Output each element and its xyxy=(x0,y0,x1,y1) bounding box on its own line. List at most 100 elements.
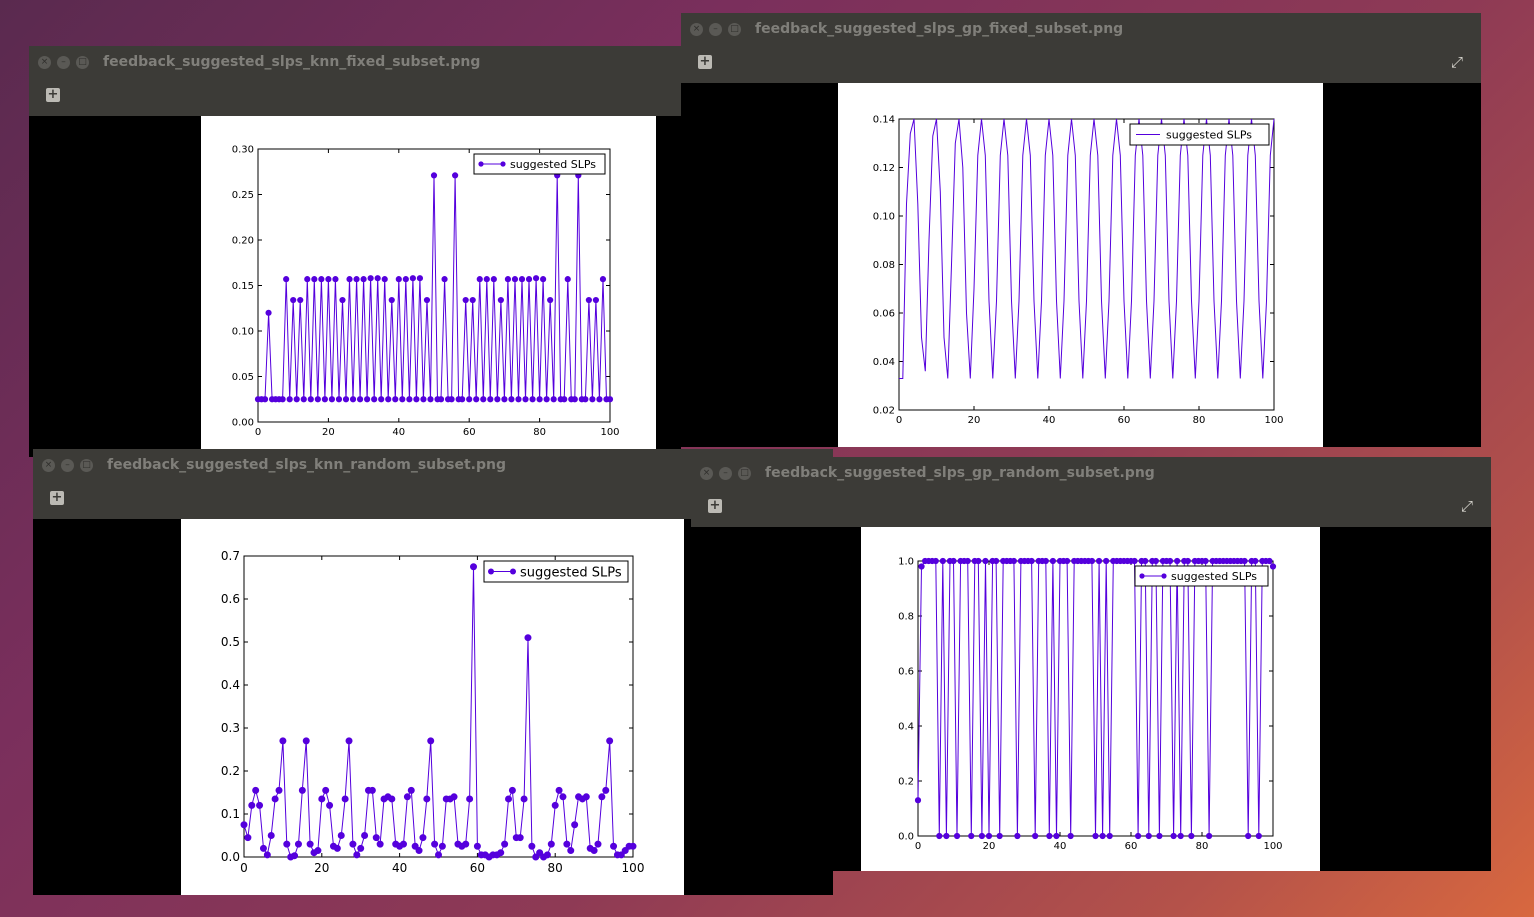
minimize-icon[interactable]: – xyxy=(57,55,70,69)
data-point xyxy=(345,737,353,745)
y-tick-label: 0.5 xyxy=(221,635,240,649)
data-point xyxy=(1049,557,1056,565)
add-icon[interactable]: + xyxy=(708,498,722,513)
data-point xyxy=(335,396,343,403)
minimize-icon[interactable]: – xyxy=(61,458,74,472)
data-point xyxy=(1032,832,1039,840)
maximize-icon[interactable]: □ xyxy=(728,22,741,36)
data-point xyxy=(547,296,554,304)
y-tick-label: 0.0 xyxy=(898,832,914,843)
fullscreen-icon[interactable]: ⤢ xyxy=(1460,497,1473,515)
plot-image: 0 20 40 60 80 100 0.0 0.1 0.2 0.3 0.4 0.5 0.6 0.7 sugg… xyxy=(181,519,684,895)
close-icon[interactable]: × xyxy=(38,55,51,69)
x-tick-label: 0 xyxy=(915,841,921,852)
titlebar[interactable]: × – □ feedback_suggested_slps_knn_fixed_… xyxy=(29,46,681,78)
data-point xyxy=(438,842,446,850)
data-point xyxy=(318,276,325,283)
data-point xyxy=(349,840,357,848)
y-tick-label: 0.3 xyxy=(221,721,240,735)
data-point xyxy=(585,296,592,304)
x-tick-label: 80 xyxy=(533,427,546,438)
data-point xyxy=(469,296,476,304)
x-tick-label: 20 xyxy=(314,861,329,875)
x-tick-label: 60 xyxy=(470,861,485,875)
data-point xyxy=(515,396,522,403)
data-point xyxy=(497,296,504,304)
legend-box xyxy=(1134,565,1269,587)
x-tick-label: 80 xyxy=(1196,841,1209,852)
data-point xyxy=(943,832,950,840)
data-point xyxy=(532,853,540,861)
close-icon[interactable]: × xyxy=(690,22,703,36)
data-point xyxy=(483,276,490,283)
data-point xyxy=(592,296,600,304)
titlebar[interactable]: × – □ feedback_suggested_slps_gp_fixed_s… xyxy=(681,13,1481,45)
data-point xyxy=(267,832,275,839)
data-point xyxy=(1184,557,1191,565)
data-point xyxy=(1046,832,1053,840)
data-point xyxy=(1142,557,1149,565)
data-point xyxy=(318,795,326,803)
x-tick-label: 100 xyxy=(1263,841,1282,852)
data-point xyxy=(1014,832,1021,840)
data-point xyxy=(599,276,607,283)
data-point xyxy=(985,832,993,840)
y-tick-label: 0.6 xyxy=(221,592,240,606)
data-point xyxy=(1135,832,1142,840)
close-icon[interactable]: × xyxy=(42,458,55,472)
add-icon[interactable]: + xyxy=(46,87,60,102)
data-point xyxy=(497,849,505,857)
window-title: feedback_suggested_slps_gp_random_subset… xyxy=(765,465,1155,481)
titlebar[interactable]: × – □ feedback_suggested_slps_gp_random_… xyxy=(691,457,1491,489)
series-line xyxy=(258,175,610,400)
data-point xyxy=(265,309,272,316)
y-tick-label: 1.0 xyxy=(898,557,914,568)
legend-marker xyxy=(500,161,506,167)
close-icon[interactable]: × xyxy=(700,466,713,480)
data-point xyxy=(368,786,376,794)
data-point xyxy=(360,276,367,283)
data-point xyxy=(470,563,478,571)
legend-marker xyxy=(1161,573,1167,579)
data-point xyxy=(993,557,1000,565)
data-point xyxy=(1042,557,1049,565)
minimize-icon[interactable]: – xyxy=(709,22,722,36)
y-tick-label: 0.25 xyxy=(232,190,254,201)
data-point xyxy=(346,276,353,283)
data-point xyxy=(392,396,399,403)
data-point xyxy=(279,737,287,745)
legend-box xyxy=(483,560,629,583)
maximize-icon[interactable]: □ xyxy=(738,466,751,480)
titlebar[interactable]: × – □ feedback_suggested_slps_knn_random… xyxy=(33,449,833,481)
data-point xyxy=(1099,832,1106,840)
data-point xyxy=(1095,557,1103,565)
fullscreen-icon[interactable]: ⤢ xyxy=(1450,53,1463,71)
data-point xyxy=(409,275,416,282)
data-point xyxy=(511,276,519,283)
data-point xyxy=(559,793,567,801)
maximize-icon[interactable]: □ xyxy=(80,458,93,472)
data-point xyxy=(1152,557,1159,565)
data-point xyxy=(982,557,989,565)
window-title: feedback_suggested_slps_knn_fixed_subset… xyxy=(103,54,481,70)
data-point xyxy=(536,396,543,403)
x-tick-label: 20 xyxy=(968,415,981,426)
minimize-icon[interactable]: – xyxy=(719,466,732,480)
data-point xyxy=(476,276,483,283)
data-point xyxy=(1092,832,1099,840)
legend-box xyxy=(473,153,606,175)
data-point xyxy=(1188,832,1195,840)
add-icon[interactable]: + xyxy=(50,490,64,505)
data-point xyxy=(504,276,512,283)
x-tick-label: 20 xyxy=(983,841,996,852)
data-point xyxy=(508,786,516,794)
data-point xyxy=(525,276,533,283)
x-tick-label: 40 xyxy=(1043,415,1056,426)
add-icon[interactable]: + xyxy=(698,54,712,69)
legend-label: suggested SLPs xyxy=(510,158,596,171)
data-point xyxy=(964,557,971,565)
data-point xyxy=(332,276,339,283)
data-point xyxy=(540,276,547,283)
data-point xyxy=(294,840,302,848)
maximize-icon[interactable]: □ xyxy=(76,55,89,69)
